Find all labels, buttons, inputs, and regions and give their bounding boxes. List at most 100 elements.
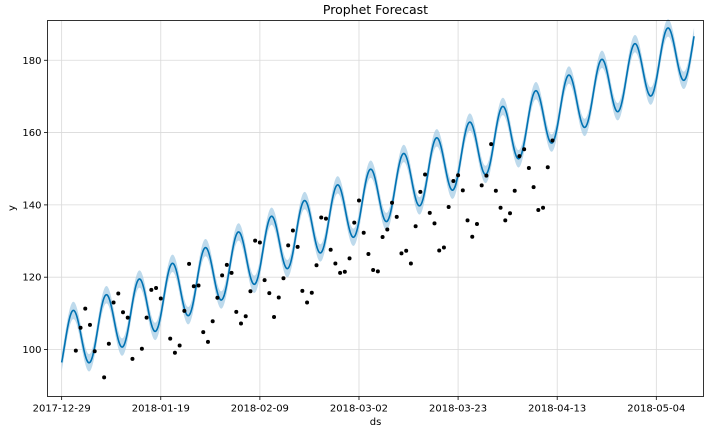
observed-point bbox=[418, 189, 423, 194]
observed-point bbox=[323, 216, 328, 221]
observed-point bbox=[498, 205, 503, 210]
observed-point bbox=[290, 228, 295, 233]
x-tick-label: 2018-03-23 bbox=[429, 404, 487, 415]
observed-point bbox=[201, 330, 206, 335]
observed-point bbox=[432, 221, 437, 226]
observed-point bbox=[130, 356, 135, 361]
x-tick-label: 2018-03-02 bbox=[330, 404, 388, 415]
observed-point bbox=[239, 321, 243, 326]
y-axis-ticks: 100 120 140 160 180 bbox=[22, 56, 48, 356]
observed-point bbox=[470, 234, 475, 239]
observed-point bbox=[286, 243, 291, 248]
observed-point bbox=[484, 173, 489, 178]
observed-point bbox=[385, 227, 390, 232]
y-tick-label: 180 bbox=[22, 56, 41, 67]
observed-point bbox=[399, 251, 404, 256]
x-axis-ticks: 2017-12-29 2018-01-19 2018-02-09 2018-03-02… bbox=[33, 396, 685, 415]
x-tick-label: 2018-02-09 bbox=[231, 404, 289, 415]
observed-point bbox=[177, 343, 182, 348]
y-tick-label: 120 bbox=[22, 273, 41, 284]
observed-point bbox=[243, 314, 248, 319]
observed-point bbox=[536, 207, 541, 212]
observed-point bbox=[187, 261, 192, 266]
observed-point bbox=[78, 325, 83, 330]
plot-frame bbox=[47, 20, 704, 397]
observed-point bbox=[441, 245, 446, 250]
observed-point bbox=[413, 224, 418, 229]
observed-point bbox=[550, 138, 555, 143]
observed-point bbox=[366, 252, 371, 257]
observed-point bbox=[517, 154, 522, 159]
observed-point bbox=[446, 205, 451, 210]
observed-point bbox=[87, 322, 92, 327]
observed-point bbox=[465, 218, 470, 223]
observed-point bbox=[267, 291, 272, 296]
observed-point bbox=[111, 300, 116, 305]
observed-point bbox=[427, 210, 432, 215]
observed-point bbox=[314, 263, 319, 268]
observed-point bbox=[272, 314, 277, 319]
observed-point bbox=[248, 289, 253, 294]
observed-point bbox=[158, 296, 163, 301]
observed-point bbox=[437, 248, 442, 253]
observed-point bbox=[526, 166, 531, 171]
observed-point bbox=[182, 308, 187, 313]
x-tick-label: 2018-04-13 bbox=[528, 404, 586, 415]
observed-point bbox=[281, 276, 286, 281]
observed-point bbox=[512, 188, 517, 193]
observed-point bbox=[139, 346, 144, 351]
observed-point bbox=[300, 288, 305, 293]
observed-point bbox=[503, 218, 508, 223]
observed-point bbox=[83, 306, 88, 311]
observed-point bbox=[215, 295, 220, 300]
observed-point bbox=[545, 165, 550, 170]
y-axis-label: y bbox=[7, 205, 18, 211]
observed-point bbox=[342, 269, 347, 274]
observed-point bbox=[121, 310, 126, 315]
observed-point bbox=[423, 172, 428, 177]
observed-point bbox=[474, 222, 479, 227]
observed-point bbox=[508, 211, 512, 216]
observed-point bbox=[106, 341, 111, 346]
observed-point bbox=[257, 240, 262, 245]
observed-point bbox=[125, 315, 130, 320]
x-tick-label: 2017-12-29 bbox=[33, 404, 91, 415]
gridlines bbox=[47, 20, 704, 397]
observed-point bbox=[347, 256, 352, 261]
observed-point bbox=[149, 287, 154, 292]
observed-point bbox=[390, 200, 395, 205]
observed-point bbox=[210, 319, 215, 324]
observed-point bbox=[489, 142, 494, 147]
x-tick-label: 2018-05-04 bbox=[627, 404, 685, 415]
x-axis-label: ds bbox=[370, 417, 382, 428]
observed-point bbox=[220, 273, 225, 278]
observed-point bbox=[172, 350, 177, 355]
observed-point bbox=[456, 173, 461, 178]
observed-point bbox=[262, 278, 267, 283]
chart-title: Prophet Forecast bbox=[323, 2, 428, 17]
observed-point bbox=[229, 270, 234, 275]
observed-point bbox=[92, 349, 97, 354]
observed-point bbox=[356, 198, 361, 203]
observed-point bbox=[451, 179, 456, 184]
observed-point bbox=[224, 262, 229, 267]
observed-point bbox=[191, 284, 196, 289]
observed-point bbox=[380, 235, 385, 240]
observed-point bbox=[116, 291, 121, 296]
observed-point bbox=[295, 244, 300, 249]
observed-point bbox=[338, 270, 343, 275]
observed-point bbox=[168, 336, 173, 341]
observed-point bbox=[375, 269, 380, 274]
yhat-line bbox=[60, 27, 695, 364]
observed-point bbox=[371, 267, 376, 272]
observed-point bbox=[493, 188, 498, 193]
y-tick-label: 160 bbox=[22, 128, 41, 139]
observed-point bbox=[531, 185, 536, 190]
x-tick-label: 2018-01-19 bbox=[132, 404, 190, 415]
observed-point bbox=[253, 238, 258, 243]
observed-point bbox=[196, 283, 201, 288]
observed-point bbox=[309, 290, 314, 295]
observed-point bbox=[305, 300, 310, 305]
observed-points bbox=[73, 138, 555, 380]
observed-point bbox=[460, 188, 465, 193]
